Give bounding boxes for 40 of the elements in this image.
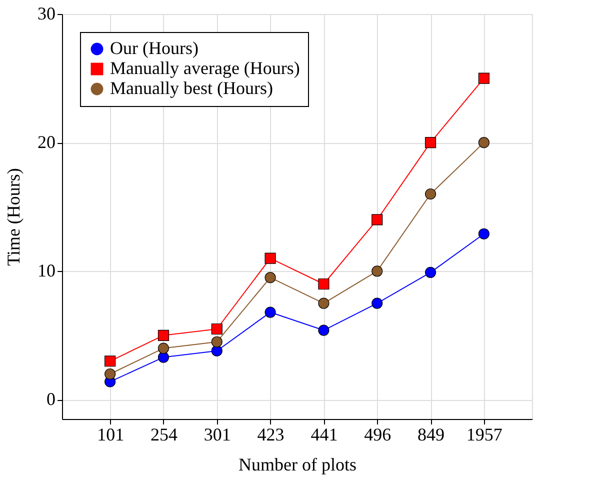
x-tick-label: 301 bbox=[204, 424, 231, 444]
x-tick-label: 496 bbox=[364, 424, 392, 444]
point bbox=[264, 252, 276, 264]
point bbox=[104, 356, 116, 367]
x-axis-title: Number of plots bbox=[238, 454, 356, 474]
x-tick-label: 849 bbox=[418, 424, 445, 444]
point bbox=[158, 352, 170, 363]
point bbox=[424, 188, 436, 200]
point bbox=[478, 137, 490, 148]
y-tick-label: 20 bbox=[38, 132, 56, 152]
y-tick-label: 0 bbox=[46, 389, 56, 410]
point bbox=[478, 72, 490, 84]
y-tick-label: 30 bbox=[38, 4, 56, 24]
point bbox=[424, 137, 436, 148]
x-tick-label: 101 bbox=[97, 424, 124, 444]
point bbox=[158, 342, 170, 354]
x-tick-label: 423 bbox=[257, 424, 284, 444]
point bbox=[478, 228, 490, 240]
x-tick-label: 441 bbox=[310, 424, 338, 444]
point bbox=[211, 336, 222, 348]
legend-label: Manually best (Hours) bbox=[110, 78, 273, 98]
point bbox=[372, 266, 383, 277]
point bbox=[424, 266, 436, 278]
point bbox=[372, 298, 383, 309]
point bbox=[318, 298, 330, 309]
point bbox=[318, 324, 330, 336]
point bbox=[211, 345, 222, 356]
point bbox=[318, 278, 330, 290]
legend-label: Our (Hours) bbox=[110, 38, 198, 58]
point bbox=[264, 306, 276, 318]
point bbox=[211, 323, 222, 335]
y-tick-label: 10 bbox=[38, 260, 56, 281]
legend-label: Manually average (Hours) bbox=[110, 58, 300, 78]
x-tick-label: 254 bbox=[150, 424, 178, 444]
point bbox=[104, 368, 116, 380]
point bbox=[158, 330, 170, 341]
point bbox=[372, 214, 383, 226]
x-tick-label: 1957 bbox=[466, 424, 502, 444]
y-axis-title: Time (Hours) bbox=[4, 168, 24, 266]
point bbox=[264, 272, 276, 284]
